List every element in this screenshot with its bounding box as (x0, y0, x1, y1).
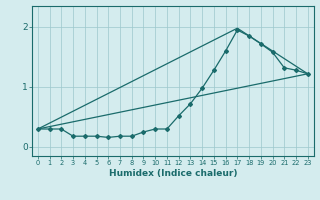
X-axis label: Humidex (Indice chaleur): Humidex (Indice chaleur) (108, 169, 237, 178)
